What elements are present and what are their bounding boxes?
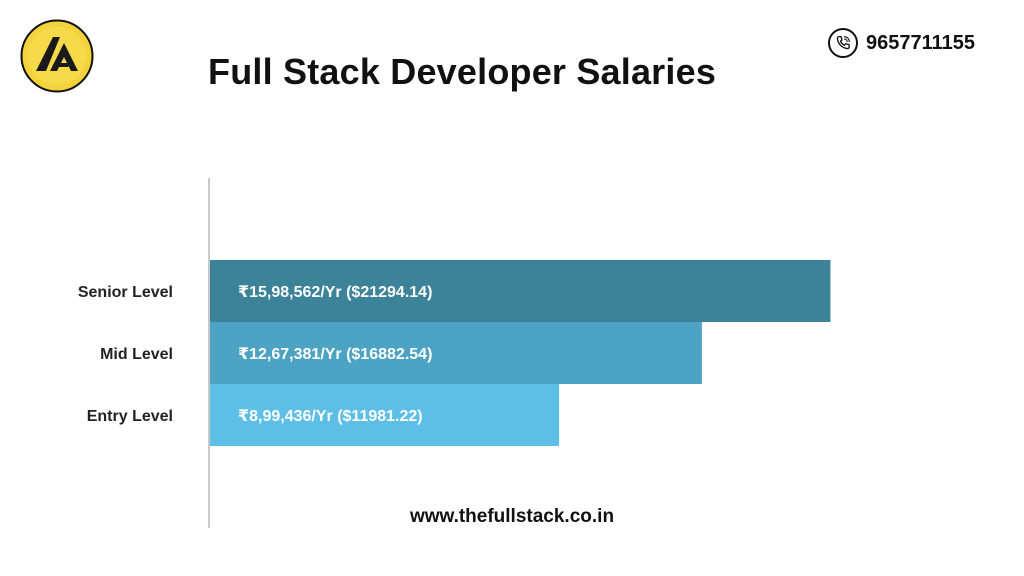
phone-number[interactable]: 9657711155 [866, 31, 976, 54]
category-label-mid-level: Mid Level [100, 346, 173, 363]
phone-icon [828, 28, 858, 58]
brand-logo-icon[interactable] [20, 19, 94, 93]
data-label-mid-level: ₹12,67,381/Yr ($16882.54) [238, 346, 432, 363]
website-link[interactable]: www.thefullstack.co.in [409, 506, 615, 527]
bar-mid-level [210, 322, 702, 384]
page-title: Full Stack Developer Salaries [208, 51, 717, 92]
phone-contact[interactable]: 9657711155 [828, 28, 975, 58]
data-label-entry-level: ₹8,99,436/Yr ($11981.22) [238, 408, 423, 425]
category-label-senior-level: Senior Level [78, 284, 173, 301]
data-label-senior-level: ₹15,98,562/Yr ($21294.14) [238, 284, 432, 301]
bar-senior-level [210, 260, 831, 322]
bar-entry-level [210, 384, 560, 446]
category-label-entry-level: Entry Level [87, 408, 173, 425]
